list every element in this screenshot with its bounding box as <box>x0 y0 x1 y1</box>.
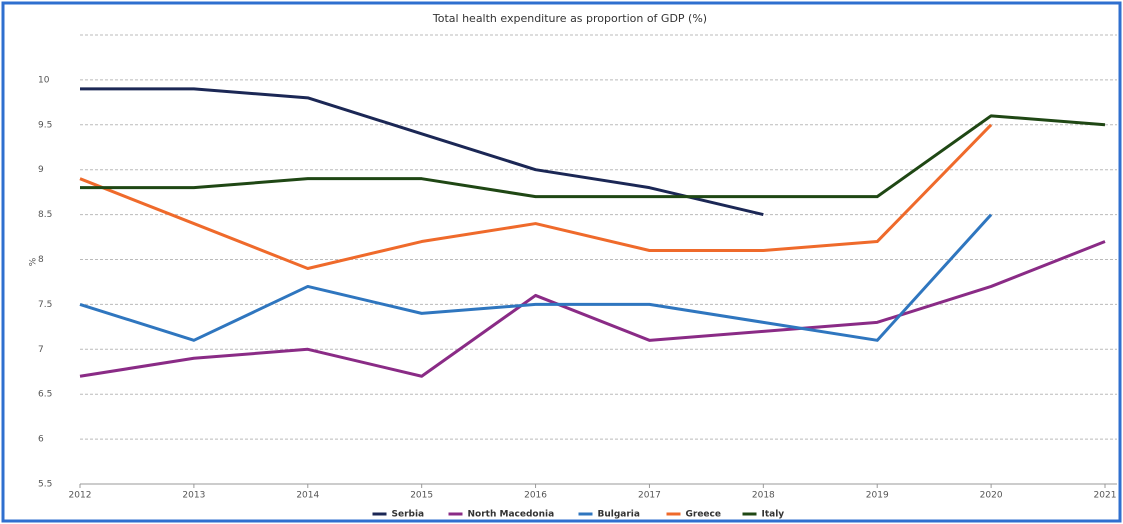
x-tick-label: 2018 <box>752 491 775 501</box>
series-line <box>79 213 993 342</box>
y-tick-label: 10 <box>38 75 50 85</box>
x-tick-label: 2014 <box>296 491 319 501</box>
legend-label: North Macedonia <box>468 510 555 520</box>
x-tick-label: 2016 <box>524 491 547 501</box>
x-tick-label: 2019 <box>866 491 889 501</box>
x-tick-label: 2015 <box>410 491 433 501</box>
y-tick-label: 6.5 <box>38 390 52 400</box>
x-tick-label: 2020 <box>980 491 1003 501</box>
x-tick-label: 2017 <box>638 491 661 501</box>
y-tick-label: 8.5 <box>38 210 52 220</box>
series-line <box>79 123 993 270</box>
legend-label: Serbia <box>392 510 425 520</box>
y-tick-label: 5.5 <box>38 480 52 490</box>
y-tick-label: 9.5 <box>38 120 52 130</box>
x-tick-label: 2021 <box>1094 491 1117 501</box>
y-tick-label: 9 <box>38 165 44 175</box>
chart-title: Total health expenditure as proportion o… <box>432 12 707 25</box>
x-tick-label: 2012 <box>69 491 92 501</box>
y-tick-label: 7 <box>38 345 44 355</box>
y-tick-label: 8 <box>38 255 44 265</box>
series-line <box>79 240 1106 378</box>
x-tick-label: 2013 <box>182 491 205 501</box>
legend-label: Bulgaria <box>598 510 640 520</box>
y-axis-label: % <box>29 257 39 266</box>
legend-label: Greece <box>686 510 721 520</box>
series-line <box>80 87 764 217</box>
legend-label: Italy <box>762 510 785 520</box>
y-tick-label: 7.5 <box>38 300 52 310</box>
series-line <box>80 114 1106 199</box>
y-tick-label: 6 <box>38 435 44 445</box>
